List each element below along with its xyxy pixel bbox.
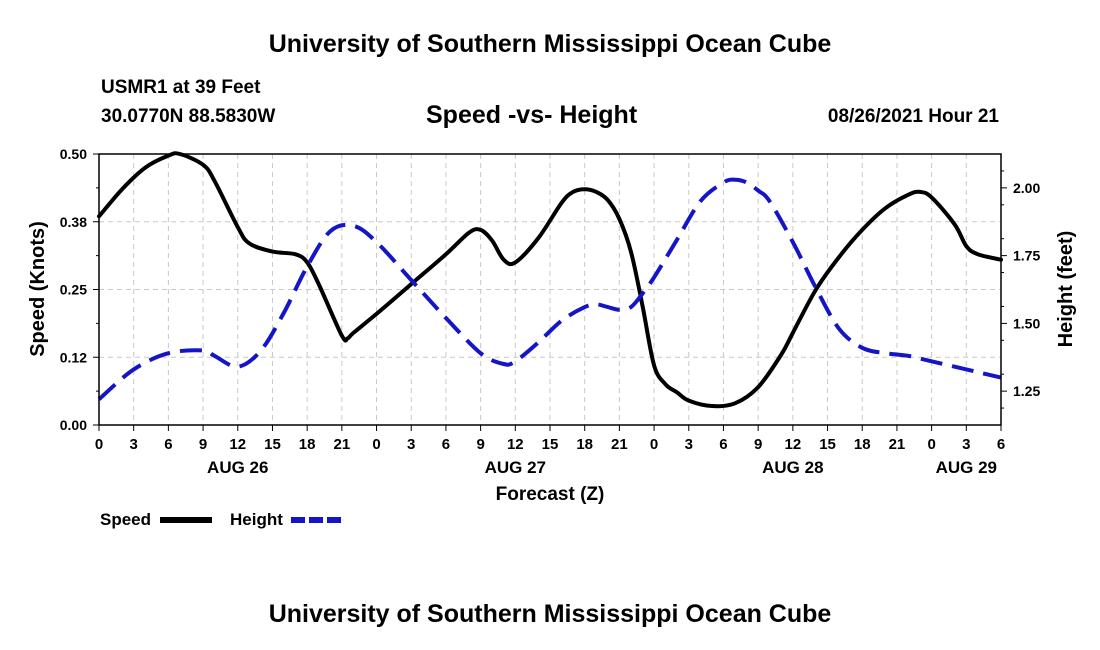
- y-tick-label: 0.00: [60, 417, 87, 433]
- x-tick-label: 6: [719, 436, 727, 453]
- x-tick-label: 3: [130, 436, 138, 453]
- y-tick-label: 0.25: [60, 282, 87, 298]
- y2-tick-label: 1.75: [1013, 248, 1040, 264]
- x-tick-label: 12: [507, 436, 524, 453]
- station-label: USMR1 at 39 Feet: [101, 77, 261, 98]
- y2-tick-label: 2.00: [1013, 180, 1040, 196]
- series: [97, 151, 1003, 409]
- y2-tick-label: 1.25: [1013, 383, 1040, 399]
- x-tick-label: 3: [685, 436, 693, 453]
- x-tick-label: 12: [229, 436, 246, 453]
- x-day-label: AUG 26: [207, 458, 268, 477]
- x-tick-label: 15: [264, 436, 281, 453]
- x-day-label: AUG 29: [936, 458, 997, 477]
- legend-height-label: Height: [230, 510, 283, 529]
- forecast-date: 08/26/2021 Hour 21: [827, 106, 999, 127]
- footer-title: University of Southern Mississippi Ocean…: [268, 600, 832, 628]
- x-tick-label: 18: [854, 436, 871, 453]
- x-tick-label: 6: [164, 436, 172, 453]
- x-tick-label: 9: [476, 436, 484, 453]
- height-series-line: [97, 177, 1002, 401]
- y-axis-label: Speed (Knots): [27, 221, 49, 357]
- x-tick-label: 0: [95, 436, 103, 453]
- legend-speed-label: Speed: [100, 510, 151, 529]
- axis-ticks: 0 3 6 9 12 15 18 21 0 3 6 9 12 15 18 21 0 3 6 9 12 15 18 21 0 3 6A…: [60, 146, 1041, 477]
- x-tick-label: 21: [889, 436, 906, 453]
- x-day-label: AUG 28: [762, 458, 823, 477]
- x-tick-label: 18: [576, 436, 593, 453]
- x-tick-label: 3: [407, 436, 415, 453]
- x-tick-label: 15: [819, 436, 836, 453]
- x-tick-label: 3: [962, 436, 970, 453]
- grid: [99, 154, 1001, 425]
- x-tick-label: 21: [334, 436, 351, 453]
- x-tick-label: 0: [650, 436, 658, 453]
- y-tick-label: 0.50: [60, 146, 87, 162]
- page-title: University of Southern Mississippi Ocean…: [268, 30, 832, 58]
- y2-tick-label: 1.50: [1013, 315, 1040, 331]
- y2-axis-label: Height (feet): [1055, 231, 1077, 348]
- station-coordinates: 30.0770N 88.5830W: [101, 106, 276, 127]
- x-tick-label: 9: [199, 436, 207, 453]
- x-tick-label: 21: [611, 436, 628, 453]
- legend: Speed Height: [100, 510, 343, 529]
- x-tick-label: 9: [754, 436, 762, 453]
- chart-title: Speed -vs- Height: [426, 101, 638, 129]
- x-tick-label: 15: [542, 436, 559, 453]
- x-tick-label: 6: [997, 436, 1005, 453]
- y-tick-label: 0.38: [60, 214, 87, 230]
- x-tick-label: 18: [299, 436, 316, 453]
- speed-series-line: [97, 151, 1003, 409]
- x-axis-label: Forecast (Z): [496, 484, 605, 505]
- x-tick-label: 0: [372, 436, 380, 453]
- x-tick-label: 12: [785, 436, 802, 453]
- x-tick-label: 6: [442, 436, 450, 453]
- x-day-label: AUG 27: [485, 458, 546, 477]
- y-tick-label: 0.12: [60, 349, 87, 365]
- x-tick-label: 0: [927, 436, 935, 453]
